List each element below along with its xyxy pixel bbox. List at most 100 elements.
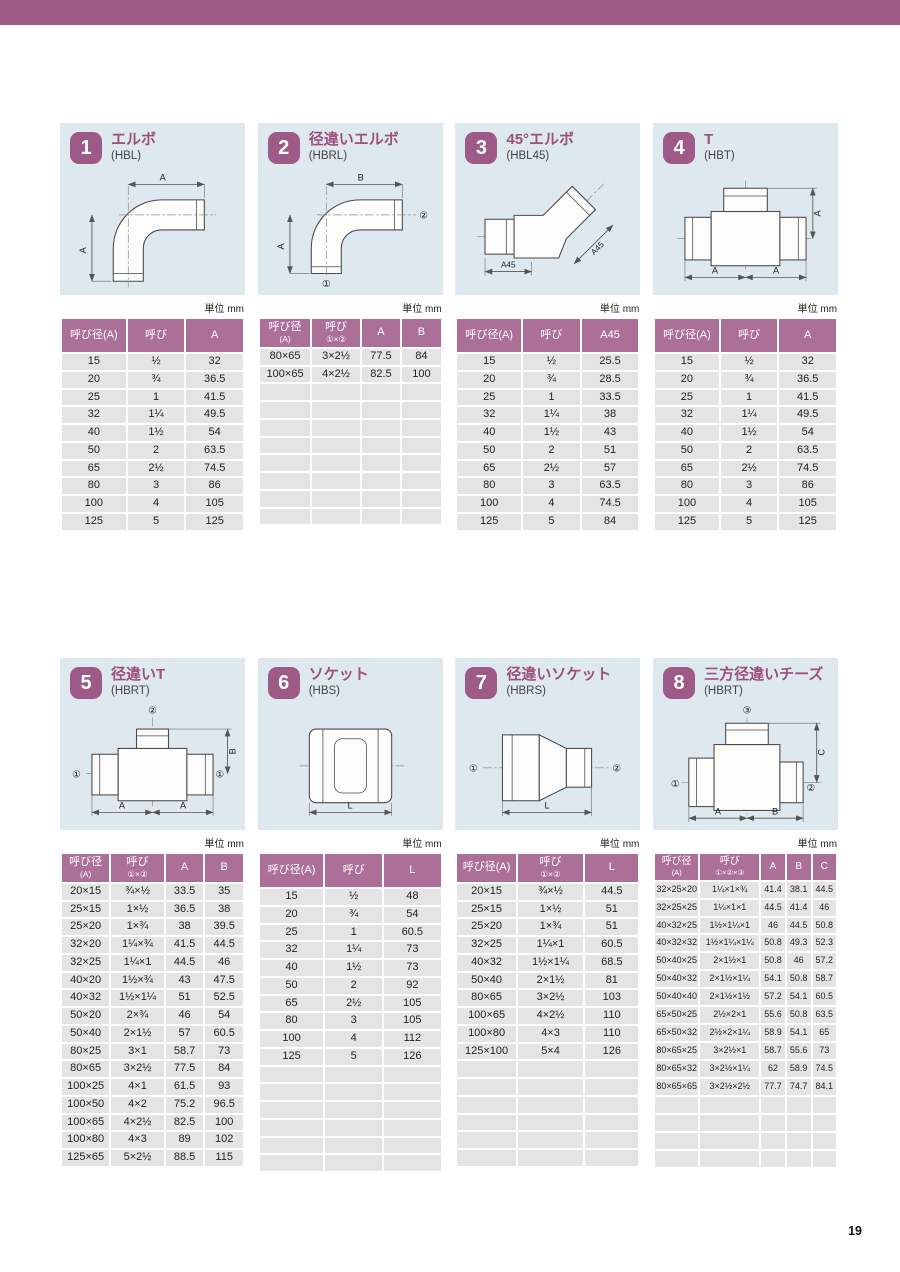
table-cell: 80×65 <box>259 348 311 365</box>
table-cell: ½ <box>523 354 580 370</box>
table-cell: 2×1½×1½ <box>700 989 760 1006</box>
unit-label: 単位 mm <box>204 304 244 315</box>
table-cell: 5 <box>523 513 580 530</box>
table-cell: 81 <box>585 972 639 989</box>
table-cell: 40×20 <box>62 972 110 989</box>
table-cell: 74.5 <box>779 460 837 477</box>
table-cell: 38 <box>165 919 204 936</box>
table-row: 80×65 3×2½ 103 <box>457 990 639 1007</box>
table-row: 100×80 4×3 110 <box>457 1025 639 1042</box>
table-row: 50 2 63.5 <box>655 442 837 459</box>
svg-text:A45: A45 <box>590 240 607 257</box>
table-row: 40×32 1½×1¼ 68.5 <box>457 954 639 971</box>
section-code: (HBT) <box>704 149 735 162</box>
reducing-socket-panel: 7 径違いソケット (HBRS) ① ② <box>455 658 641 830</box>
table-cell: 100 <box>259 1031 324 1047</box>
empty-table-cell <box>312 473 360 489</box>
empty-table-cell <box>259 455 311 472</box>
svg-text:B: B <box>357 173 363 183</box>
table-cell: 58.9 <box>786 1061 811 1077</box>
table-cell: 65 <box>259 995 324 1012</box>
table-cell: 2×1½×1 <box>700 953 760 970</box>
sections-row-2: 5 径違いT (HBRT) ② ① <box>60 658 839 1173</box>
table-cell: 125 <box>186 513 243 530</box>
table-cell: 39.5 <box>205 919 243 936</box>
table-cell: 54 <box>779 425 837 441</box>
table-cell: 60.5 <box>812 989 837 1006</box>
table-cell: 48 <box>384 889 441 905</box>
table-cell: 60.5 <box>384 924 441 941</box>
table-cell: 80 <box>655 478 719 495</box>
empty-table-cell <box>700 1096 760 1113</box>
section-code: (HBRT) <box>704 684 743 697</box>
table-cell: 77.7 <box>761 1078 785 1095</box>
empty-table-row <box>259 473 441 489</box>
table-cell: 55.6 <box>786 1043 811 1059</box>
table-cell: 40 <box>259 960 324 976</box>
table-cell: 75.2 <box>165 1096 204 1113</box>
empty-table-row <box>259 490 441 507</box>
table-cell: 15 <box>259 889 324 905</box>
table-row: 40×32×32 1½×1¼×1¼ 50.8 49.3 52.3 <box>655 935 837 952</box>
svg-text:A: A <box>119 801 126 811</box>
table-cell: 28.5 <box>581 371 639 388</box>
svg-text:①: ① <box>671 779 680 790</box>
table-row: 32 1¼ 49.5 <box>62 407 243 424</box>
table-cell: 3×2½ <box>517 990 584 1007</box>
section-number-badge: 8 <box>663 667 696 699</box>
table-cell: 73 <box>384 960 441 976</box>
table-cell: 15 <box>62 354 126 370</box>
table-cell: 100 <box>402 366 441 383</box>
table-cell: 2 <box>127 442 185 459</box>
table-cell: 80×65 <box>457 990 516 1007</box>
section-title: ソケット <box>308 666 369 683</box>
table-cell: 36.5 <box>186 371 243 388</box>
table-row: 80 3 86 <box>62 478 243 495</box>
table-cell: 38 <box>205 901 243 918</box>
empty-table-cell <box>384 1102 441 1118</box>
table-cell: 65×50×25 <box>655 1007 699 1024</box>
table-cell: 40×32 <box>457 954 516 971</box>
section-header: 4 T (HBT) <box>653 123 838 164</box>
table-cell: 80 <box>62 478 126 495</box>
table-cell: ½ <box>720 354 778 370</box>
table-row: 50×40×25 2×1½×1 50.8 46 57.2 <box>655 953 837 970</box>
section-header: 5 径違いT (HBRT) <box>60 658 245 699</box>
svg-text:A: A <box>712 266 719 276</box>
table-cell: 46 <box>165 1008 204 1024</box>
empty-table-cell <box>786 1096 811 1113</box>
svg-text:A45: A45 <box>501 261 516 270</box>
dimension-table: 呼び径(A) 呼び A 15 ½ 32 20 ¾ 36.5 25 1 41.5 32 1¼ 49.5 40 1½… <box>60 317 245 532</box>
column-header: 呼び径(A) <box>457 854 516 882</box>
table-cell: 68.5 <box>585 954 639 971</box>
table-cell: 57.2 <box>812 953 837 970</box>
empty-table-cell <box>325 1137 383 1154</box>
empty-table-cell <box>812 1114 837 1131</box>
empty-table-cell <box>312 508 360 525</box>
table-cell: 60.5 <box>205 1025 243 1042</box>
table-cell: 58.7 <box>761 1043 785 1059</box>
table-cell: 80×65×32 <box>655 1061 699 1077</box>
unit-label: 単位 mm <box>204 839 244 850</box>
table-cell: 32×20 <box>62 937 110 953</box>
section-number-badge: 1 <box>70 132 102 164</box>
reducing-elbow-table-wrap: 呼び径 (A) 呼び ①×② A B 80×65 3×2½ 77.5 84 100×65 4×2½ 82… <box>258 317 443 526</box>
table-cell: 50.8 <box>812 917 837 934</box>
table-cell: 63.5 <box>581 478 639 495</box>
empty-table-cell <box>402 402 441 418</box>
table-cell: 100×50 <box>62 1096 110 1113</box>
table-cell: 1½×1¼×1 <box>700 917 760 934</box>
table-cell: 125 <box>779 513 837 530</box>
table-row: 40×20 1½×¾ 43 47.5 <box>62 972 243 989</box>
table-cell: 1¼ <box>720 407 778 424</box>
table-row: 100×65 4×2½ 82.5 100 <box>62 1114 243 1131</box>
table-row: 32×25 1¼×1 44.5 46 <box>62 954 243 971</box>
table-cell: 1 <box>325 924 383 941</box>
reducing-tee-table-wrap: 呼び径 (A) 呼び ①×② A B 20×15 ¾×½ 33.5 35 25×15 1×½ 36.5 3… <box>60 852 245 1168</box>
svg-text:②: ② <box>613 764 622 775</box>
section-code: (HBRT) <box>111 684 150 697</box>
column-header: 呼び <box>523 319 580 353</box>
table-cell: 32 <box>779 354 837 370</box>
table-cell: 1 <box>523 389 580 406</box>
empty-table-row <box>259 1084 441 1101</box>
